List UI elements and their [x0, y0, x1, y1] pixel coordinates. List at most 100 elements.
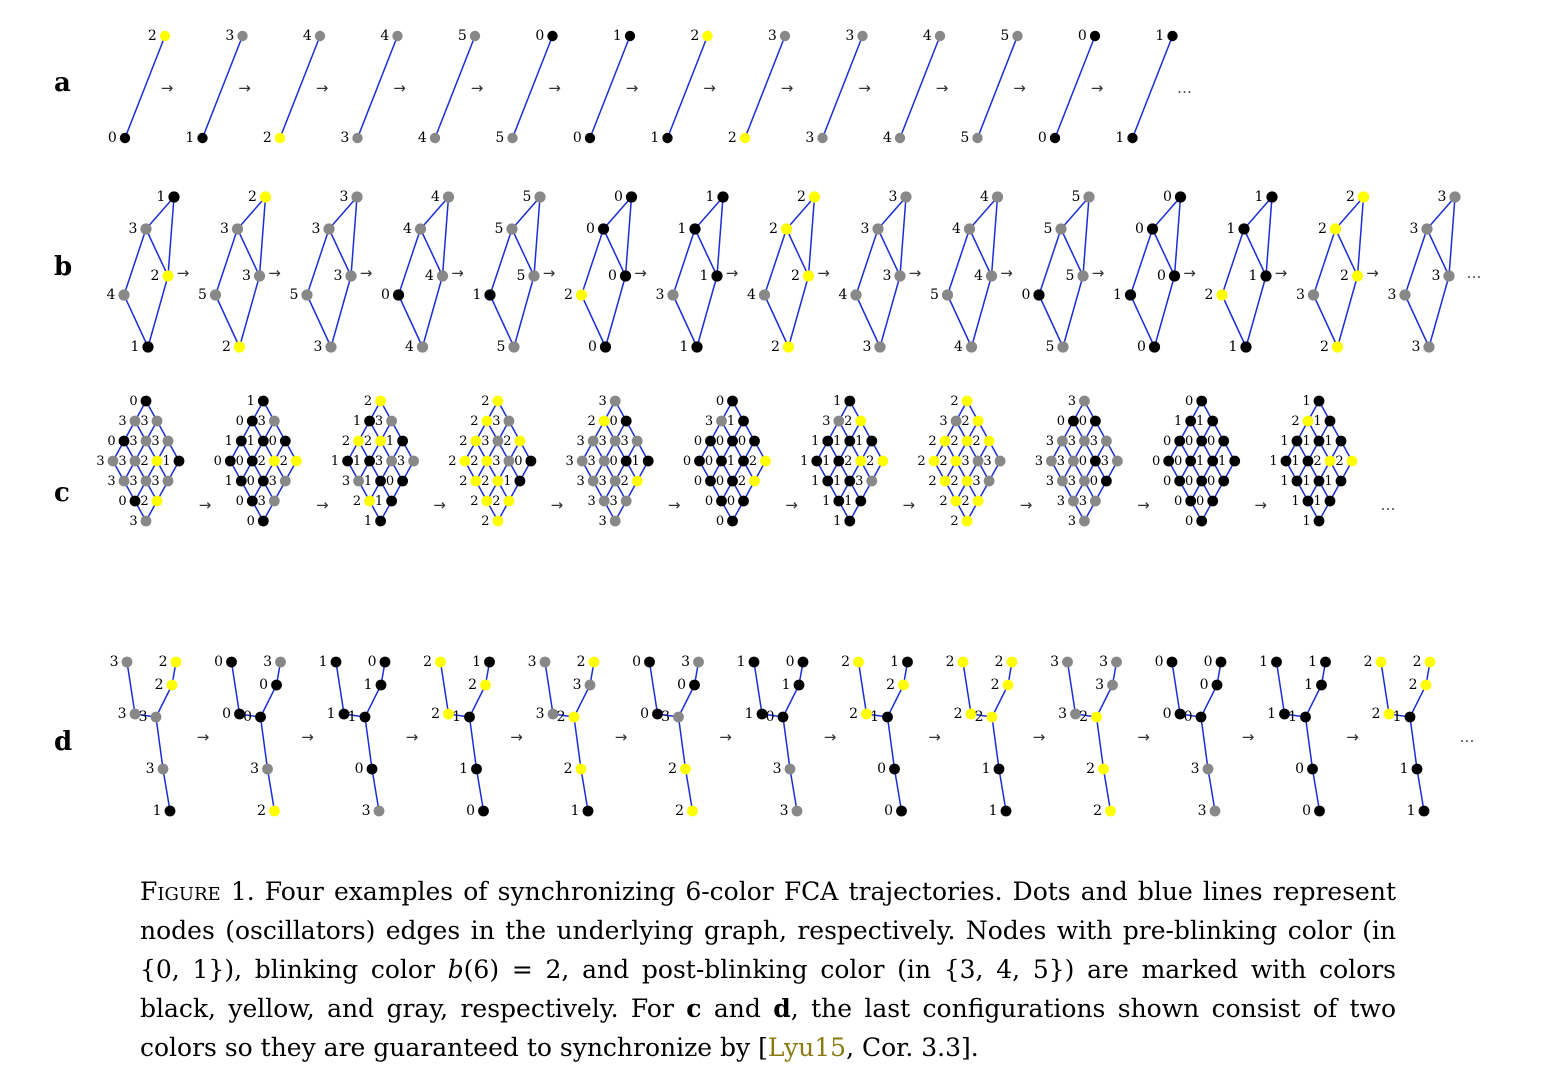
node-label: 0	[716, 434, 724, 449]
node-label: 1	[162, 454, 170, 469]
graph-edge	[421, 275, 444, 348]
graph-edge	[1409, 684, 1427, 718]
node-label: 4	[923, 28, 932, 44]
node-label: 1	[1113, 287, 1122, 303]
node-label: 2	[844, 414, 852, 429]
node-dot	[644, 656, 655, 668]
trailing-ellipsis: …	[1177, 79, 1192, 97]
node-dot	[889, 763, 900, 775]
node-dot	[972, 132, 983, 144]
node-label: 3	[599, 474, 607, 489]
node-label: 2	[728, 130, 737, 146]
node-dot	[301, 289, 313, 301]
node-dot	[609, 395, 621, 407]
node-label: 1	[870, 709, 879, 725]
node-dot	[972, 415, 984, 427]
graph-edge	[648, 661, 659, 715]
node-label: 0	[1152, 454, 1160, 469]
node-dot	[1218, 435, 1230, 447]
graph-edge	[1448, 196, 1456, 277]
node-label: 1	[705, 189, 714, 205]
node-dot	[1351, 270, 1364, 282]
node-label: 0	[368, 654, 377, 670]
node-dot	[866, 435, 878, 447]
node-label: 2	[791, 268, 800, 284]
node-label: 1	[1226, 221, 1235, 237]
node-label: 1	[833, 434, 841, 449]
node-label: 0	[1137, 339, 1146, 355]
node-label: 3	[768, 28, 777, 44]
node-dot	[609, 475, 621, 487]
node-dot	[1324, 415, 1336, 427]
node-label: 2	[975, 709, 984, 725]
node-dot	[896, 805, 907, 817]
node-dot	[584, 679, 596, 691]
node-label: 0	[1204, 654, 1213, 670]
node-dot	[877, 455, 889, 467]
node-dot	[459, 455, 471, 467]
graph-edge	[604, 275, 627, 348]
node-dot	[129, 415, 141, 427]
node-dot	[1418, 805, 1430, 817]
node-dot	[939, 475, 951, 487]
node-dot	[1055, 223, 1067, 235]
graph-edge	[306, 228, 330, 296]
node-dot	[1127, 132, 1138, 144]
node-label: 2	[1313, 454, 1321, 469]
node-label: 0	[716, 514, 724, 529]
configuration: 50	[495, 28, 558, 146]
graph-edge	[162, 768, 171, 812]
node-label: 0	[1295, 761, 1304, 777]
transition-arrow: →	[1137, 496, 1150, 514]
node-dot	[464, 711, 475, 723]
node-dot	[861, 708, 872, 720]
node-label: 5	[496, 339, 505, 355]
node-dot	[1033, 289, 1045, 301]
graph-edge	[782, 684, 800, 718]
node-label: 3	[805, 130, 814, 146]
graph-edge	[155, 684, 173, 718]
node-dot	[481, 455, 493, 467]
node-dot	[1335, 435, 1347, 447]
graph-edge	[328, 196, 358, 230]
node-dot	[246, 415, 258, 427]
node-dot	[844, 435, 856, 447]
node-label: 1	[1302, 474, 1310, 489]
citation-link-lyu15[interactable]: Lyu15	[767, 1033, 847, 1062]
node-label: 3	[599, 514, 607, 529]
node-dot	[373, 805, 385, 817]
node-dot	[140, 223, 152, 235]
node-label: 3	[1198, 803, 1207, 819]
graph-edge	[1095, 684, 1114, 718]
node-label: 3	[1058, 706, 1067, 722]
graph-edge	[236, 196, 267, 230]
node-dot	[478, 805, 489, 817]
transition-arrow: →	[1092, 264, 1105, 282]
node-dot	[129, 495, 141, 507]
node-dot	[1260, 270, 1272, 282]
node-label: 0	[884, 803, 893, 819]
node-label: 3	[107, 474, 115, 489]
node-label: 4	[747, 287, 756, 303]
node-dot	[162, 435, 174, 447]
node-dot	[118, 475, 130, 487]
graph-edge	[1311, 768, 1321, 812]
node-dot	[1207, 455, 1219, 467]
graph-edge	[1221, 228, 1245, 296]
node-dot	[274, 132, 286, 144]
node-dot	[738, 455, 749, 467]
node-dot	[259, 191, 272, 203]
transition-arrow: →	[719, 728, 732, 746]
node-dot	[1218, 475, 1230, 487]
node-label: 1	[811, 474, 819, 489]
node-dot	[965, 708, 977, 720]
node-label: 2	[459, 474, 467, 489]
node-label: 5	[960, 130, 969, 146]
node-label: 1	[679, 339, 688, 355]
figure-caption: Figure 1. Four examples of synchronizing…	[140, 872, 1396, 1067]
configuration: 5 5 5 1 5	[472, 189, 546, 355]
node-label: 1	[247, 394, 255, 409]
node-dot	[727, 435, 738, 447]
